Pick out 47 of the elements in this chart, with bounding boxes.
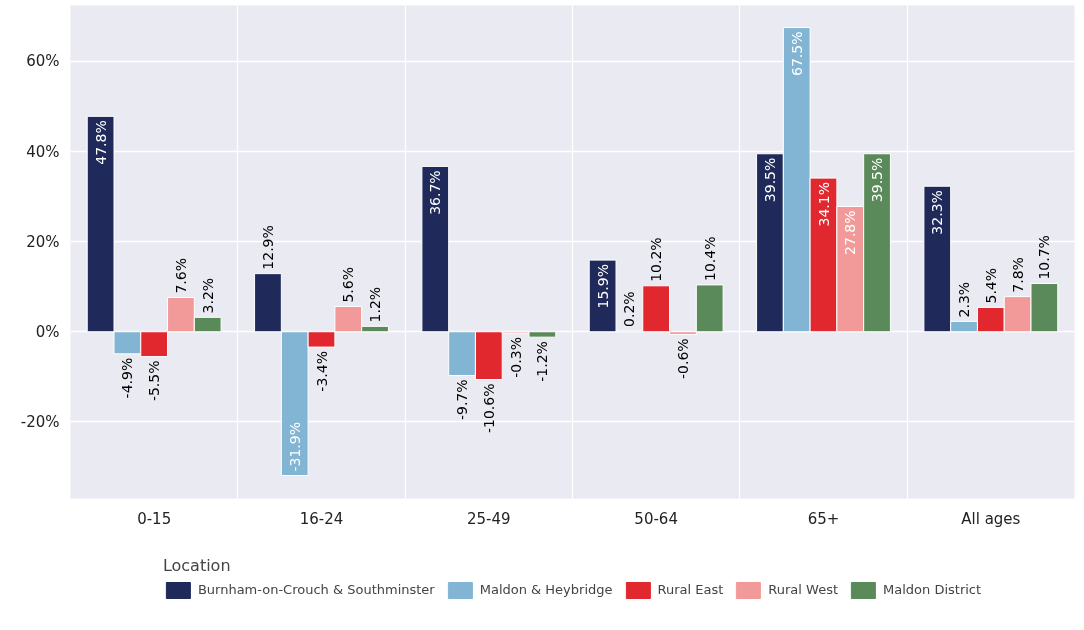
data-label: 7.6% xyxy=(172,257,189,294)
data-label: 3.2% xyxy=(199,277,216,314)
data-label: -9.7% xyxy=(454,379,471,421)
legend-label: Rural East xyxy=(657,582,724,597)
data-label: -31.9% xyxy=(286,422,303,472)
data-label: -0.3% xyxy=(507,337,524,378)
data-label: 36.7% xyxy=(427,170,444,215)
data-label: 47.8% xyxy=(92,120,109,165)
x-tick-label: All ages xyxy=(961,509,1021,528)
data-label: 27.8% xyxy=(842,210,859,255)
data-label: 10.7% xyxy=(1036,235,1053,280)
legend-label: Rural West xyxy=(768,582,839,597)
legend-label: Burnham-on-Crouch & Southminster xyxy=(197,582,435,597)
y-tick-label: 60% xyxy=(26,52,60,71)
data-label: 67.5% xyxy=(788,31,805,76)
y-tick-label: 40% xyxy=(26,142,60,161)
data-label: 0.2% xyxy=(621,291,638,327)
data-label: 34.1% xyxy=(815,182,832,227)
x-tick-label: 25-49 xyxy=(467,509,511,528)
data-label: -4.9% xyxy=(119,357,136,399)
data-label: -0.6% xyxy=(674,338,691,380)
data-label: -1.2% xyxy=(534,341,551,382)
y-tick-label: 20% xyxy=(26,232,60,251)
data-label: 12.9% xyxy=(259,225,276,270)
data-label: 39.5% xyxy=(761,157,778,203)
data-label: 5.4% xyxy=(982,267,999,304)
data-label: -5.5% xyxy=(146,360,163,402)
data-label: -3.4% xyxy=(313,351,330,392)
x-tick-label: 65+ xyxy=(807,509,840,528)
data-label: -10.6% xyxy=(480,383,497,433)
data-label: 10.4% xyxy=(701,236,718,281)
y-tick-label: -20% xyxy=(20,412,60,431)
data-label: 7.8% xyxy=(1009,257,1026,293)
data-label: 32.3% xyxy=(929,190,946,235)
data-label: 10.2% xyxy=(648,237,665,282)
data-label: 5.6% xyxy=(340,267,357,303)
legend-label: Maldon District xyxy=(883,582,982,597)
legend-title: Location xyxy=(162,555,232,575)
data-label: 39.5% xyxy=(869,157,886,203)
x-tick-label: 0-15 xyxy=(137,509,172,528)
legend-label: Maldon & Heybridge xyxy=(479,582,613,597)
y-tick-label: 0% xyxy=(35,322,60,341)
data-label: 15.9% xyxy=(594,264,611,309)
x-tick-label: 50-64 xyxy=(634,509,678,528)
data-label: 1.2% xyxy=(367,286,384,323)
data-label: 2.3% xyxy=(956,281,973,318)
x-tick-label: 16-24 xyxy=(299,509,344,528)
